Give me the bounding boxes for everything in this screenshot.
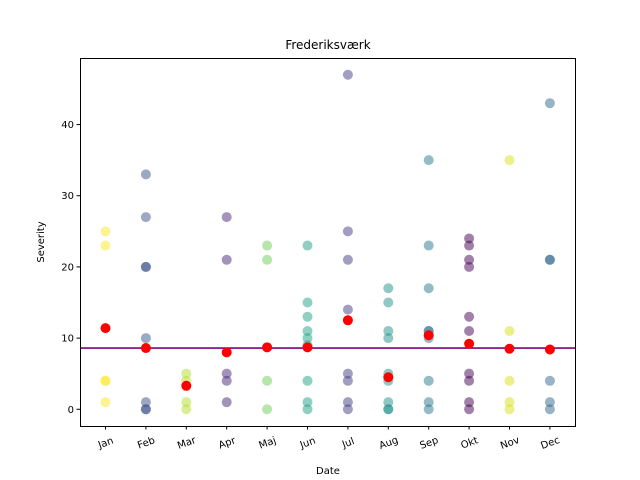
mean-point-feb [140, 343, 151, 354]
data-point-okt-1 [464, 240, 475, 251]
data-point-jun-0 [302, 240, 313, 251]
data-point-apr-4 [221, 397, 232, 408]
data-point-apr-2 [221, 368, 232, 379]
data-point-jun-2 [302, 311, 313, 322]
data-point-jun-4 [302, 333, 313, 344]
data-point-jul-3 [342, 304, 353, 315]
data-point-apr-3 [221, 375, 232, 386]
chart-title: Frederiksværk [285, 38, 370, 52]
data-point-dec-3 [544, 375, 555, 386]
mean-point-jul [342, 315, 353, 326]
data-point-aug-1 [383, 297, 394, 308]
y-tick-label-30: 30 [61, 191, 74, 202]
data-point-jul-2 [342, 254, 353, 265]
data-point-okt-7 [464, 375, 475, 386]
x-tick-label-jan: Jan [96, 436, 115, 452]
data-point-jun-7 [302, 397, 313, 408]
data-point-jun-6 [302, 375, 313, 386]
data-point-okt-5 [464, 325, 475, 336]
data-point-aug-0 [383, 283, 394, 294]
data-point-sep-2 [423, 283, 434, 294]
data-point-jan-4 [100, 397, 111, 408]
data-point-nov-1 [504, 325, 515, 336]
y-tick-label-0: 0 [68, 405, 74, 416]
data-point-apr-1 [221, 254, 232, 265]
data-point-jan-1 [100, 240, 111, 251]
data-point-maj-1 [262, 254, 273, 265]
y-tick-label-20: 20 [61, 262, 74, 273]
data-point-dec-5 [544, 404, 555, 415]
data-point-jun-1 [302, 297, 313, 308]
data-point-feb-3 [140, 261, 151, 272]
mean-point-apr [221, 347, 232, 358]
y-tick-label-40: 40 [61, 120, 74, 131]
data-point-nov-0 [504, 155, 515, 166]
data-point-okt-3 [464, 261, 475, 272]
data-point-jun-3 [302, 325, 313, 336]
data-point-aug-6 [383, 397, 394, 408]
data-point-jul-5 [342, 375, 353, 386]
mean-point-jan [100, 323, 111, 334]
data-point-maj-2 [262, 375, 273, 386]
plot-area [80, 69, 575, 415]
mean-point-mar [181, 380, 192, 391]
mean-point-aug [383, 372, 394, 383]
data-point-apr-0 [221, 212, 232, 223]
mean-point-nov [504, 343, 515, 354]
mean-point-sep [423, 330, 434, 341]
axes-frame [80, 58, 576, 427]
x-tick-label-jun: Jun [298, 436, 317, 452]
data-point-nov-2 [504, 375, 515, 386]
data-point-jul-6 [342, 397, 353, 408]
data-point-jan-3 [100, 375, 111, 386]
data-point-dec-4 [544, 397, 555, 408]
mean-point-okt [464, 338, 475, 349]
data-point-jan-0 [100, 226, 111, 237]
data-point-nov-4 [504, 404, 515, 415]
data-point-feb-4 [140, 333, 151, 344]
data-point-sep-6 [423, 375, 434, 386]
mean-point-maj [262, 342, 273, 353]
data-point-jun-8 [302, 404, 313, 415]
data-point-mar-3 [181, 404, 192, 415]
data-point-okt-9 [464, 404, 475, 415]
y-axis-label: Severity [36, 221, 47, 262]
data-point-maj-0 [262, 240, 273, 251]
data-point-dec-2 [544, 254, 555, 265]
data-point-aug-3 [383, 333, 394, 344]
data-point-okt-6 [464, 368, 475, 379]
data-point-mar-2 [181, 397, 192, 408]
data-point-okt-0 [464, 233, 475, 244]
data-point-mar-0 [181, 368, 192, 379]
data-point-jul-0 [342, 69, 353, 80]
data-point-jul-7 [342, 404, 353, 415]
data-point-jul-1 [342, 226, 353, 237]
data-point-feb-5 [140, 397, 151, 408]
data-point-okt-4 [464, 311, 475, 322]
data-point-feb-7 [140, 404, 151, 415]
x-axis-label: Date [316, 466, 340, 477]
data-point-okt-8 [464, 397, 475, 408]
data-point-sep-1 [423, 240, 434, 251]
data-point-dec-0 [544, 98, 555, 109]
data-point-maj-3 [262, 404, 273, 415]
mean-point-jun [302, 342, 313, 353]
data-point-sep-0 [423, 155, 434, 166]
y-tick-label-10: 10 [61, 334, 74, 345]
data-point-nov-3 [504, 397, 515, 408]
data-point-aug-2 [383, 325, 394, 336]
x-tick-label-jul: Jul [340, 436, 356, 451]
data-point-feb-1 [140, 212, 151, 223]
mean-point-dec [544, 344, 555, 355]
data-point-aug-8 [383, 404, 394, 415]
data-point-sep-8 [423, 404, 434, 415]
data-point-feb-0 [140, 169, 151, 180]
data-point-okt-2 [464, 254, 475, 265]
data-point-sep-7 [423, 397, 434, 408]
data-point-jul-4 [342, 368, 353, 379]
